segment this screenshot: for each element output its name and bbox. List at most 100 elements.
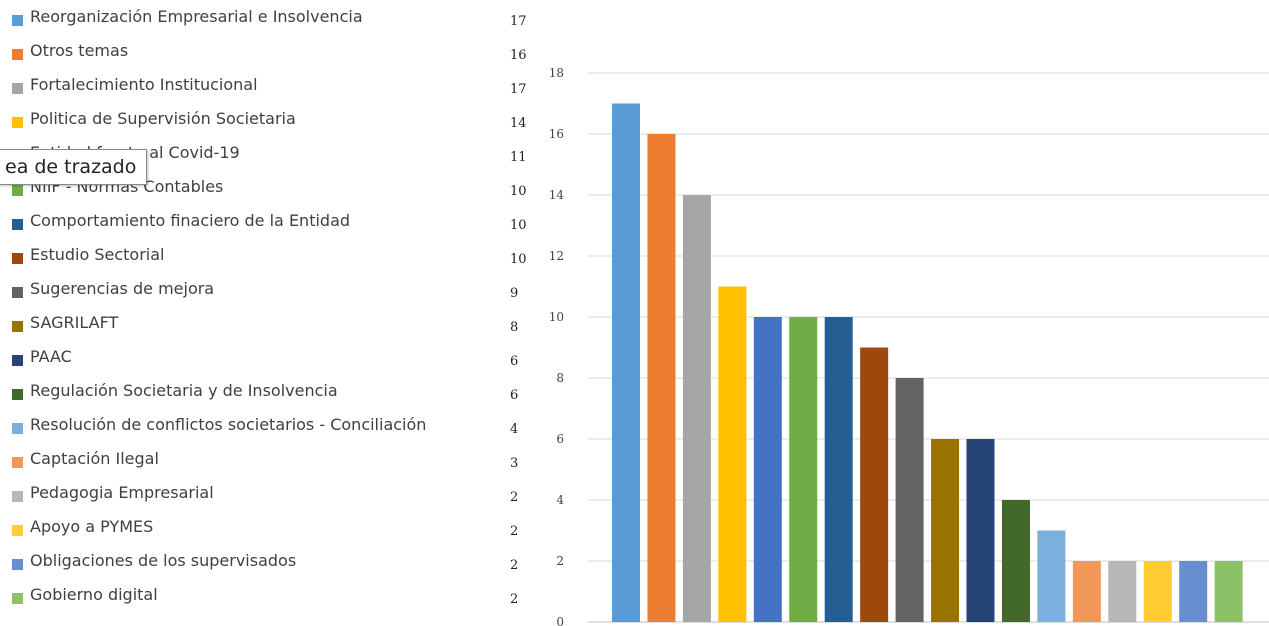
legend-label: Politica de Supervisión Societaria [30, 109, 296, 128]
bar[interactable] [612, 103, 640, 623]
legend-swatch [12, 457, 23, 468]
legend-item[interactable]: Obligaciones de los supervisados 2 [0, 549, 540, 582]
bar[interactable] [718, 286, 747, 623]
y-tick-label: 10 [549, 310, 564, 324]
y-tick-label: 4 [556, 493, 564, 507]
bar[interactable] [1108, 561, 1137, 622]
legend-item[interactable]: Otros temas 16 [0, 39, 540, 72]
legend-label: Pedagogia Empresarial [30, 483, 214, 502]
legend-label: Sugerencias de mejora [30, 279, 215, 298]
bar[interactable] [1072, 561, 1101, 622]
legend-count: 14 [510, 116, 527, 131]
bar[interactable] [647, 134, 676, 622]
bar[interactable] [824, 317, 853, 622]
legend-count: 10 [510, 252, 527, 267]
legend-label: Comportamiento finaciero de la Entidad [30, 211, 351, 230]
bar[interactable] [931, 439, 960, 622]
legend-label: Resolución de conflictos societarios - C… [30, 415, 427, 434]
legend-swatch [12, 83, 23, 94]
legend-label: Otros temas [30, 41, 129, 60]
bar[interactable] [1143, 561, 1172, 622]
legend-label: Estudio Sectorial [30, 245, 165, 264]
chart-legend: Reorganización Empresarial e Insolvencia… [0, 0, 540, 626]
legend-count: 8 [510, 320, 519, 335]
legend-label: Captación Ilegal [30, 449, 159, 468]
legend-count: 6 [510, 388, 519, 403]
legend-swatch [12, 321, 23, 332]
legend-item[interactable]: Pedagogia Empresarial 2 [0, 481, 540, 514]
legend-count: 4 [510, 422, 519, 437]
legend-label: Fortalecimiento Institucional [30, 75, 258, 94]
legend-count: 17 [510, 14, 527, 29]
y-tick-label: 12 [549, 249, 564, 263]
legend-item[interactable]: Apoyo a PYMES 2 [0, 515, 540, 548]
legend-item[interactable]: SAGRILAFT 8 [0, 311, 540, 344]
legend-swatch [12, 423, 23, 434]
legend-count: 2 [510, 490, 519, 505]
bar[interactable] [789, 317, 818, 622]
legend-swatch [12, 559, 23, 570]
bar[interactable] [1001, 500, 1030, 622]
legend-label: Obligaciones de los supervisados [30, 551, 297, 570]
bar-chart[interactable]: 0 2 4 6 8 10 12 14 16 18 [540, 0, 1269, 626]
legend-label: SAGRILAFT [30, 313, 119, 332]
legend-count: 10 [510, 184, 527, 199]
bar[interactable] [1214, 561, 1243, 622]
legend-swatch [12, 593, 23, 604]
legend-count: 17 [510, 82, 527, 97]
y-tick-label: 2 [556, 554, 564, 568]
y-tick-label: 14 [549, 188, 565, 202]
bar[interactable] [1037, 530, 1066, 623]
bar[interactable] [753, 317, 782, 622]
legend-count: 10 [510, 218, 527, 233]
legend-swatch [12, 389, 23, 400]
y-tick-label: 0 [556, 615, 564, 626]
legend-swatch [12, 117, 23, 128]
bar-series [612, 103, 1243, 623]
legend-count: 2 [510, 592, 519, 607]
legend-swatch [12, 525, 23, 536]
legend-item[interactable]: Fortalecimiento Institucional 17 [0, 73, 540, 106]
legend-label: Apoyo a PYMES [30, 517, 154, 536]
legend-swatch [12, 219, 23, 230]
bar[interactable] [966, 439, 995, 622]
legend-item[interactable]: PAAC 6 [0, 345, 540, 378]
legend-item[interactable]: Resolución de conflictos societarios - C… [0, 413, 540, 446]
legend-count: 2 [510, 524, 519, 539]
legend-item[interactable]: Estudio Sectorial 10 [0, 243, 540, 276]
legend-count: 6 [510, 354, 519, 369]
bar[interactable] [895, 378, 924, 622]
y-tick-label: 16 [549, 127, 564, 141]
legend-swatch [12, 287, 23, 298]
legend-item[interactable]: Captación Ilegal 3 [0, 447, 540, 480]
legend-item[interactable]: Regulación Societaria y de Insolvencia 6 [0, 379, 540, 412]
y-tick-label: 18 [549, 66, 564, 80]
legend-item[interactable]: Comportamiento finaciero de la Entidad 10 [0, 209, 540, 242]
legend-item[interactable]: Sugerencias de mejora 9 [0, 277, 540, 310]
bar[interactable] [1179, 561, 1208, 622]
tooltip: ea de trazado [0, 149, 148, 185]
legend-label: Reorganización Empresarial e Insolvencia [30, 7, 363, 26]
legend-count: 2 [510, 558, 519, 573]
y-tick-label: 8 [556, 371, 564, 385]
legend-count: 16 [510, 48, 527, 63]
legend-count: 11 [510, 150, 527, 165]
bar[interactable] [860, 347, 889, 623]
legend-swatch [12, 491, 23, 502]
legend-label: Regulación Societaria y de Insolvencia [30, 381, 338, 400]
legend-item[interactable]: Politica de Supervisión Societaria 14 [0, 107, 540, 140]
legend-item[interactable]: Reorganización Empresarial e Insolvencia… [0, 5, 540, 38]
y-tick-label: 6 [556, 432, 564, 446]
legend-swatch [12, 253, 23, 264]
bar[interactable] [682, 195, 711, 622]
legend-swatch [12, 49, 23, 60]
y-axis-ticks: 0 2 4 6 8 10 12 14 16 18 [549, 66, 565, 626]
legend-label: PAAC [30, 347, 72, 366]
legend-swatch [12, 355, 23, 366]
legend-swatch [12, 185, 23, 196]
legend-label: Gobierno digital [30, 585, 158, 604]
legend-swatch [12, 15, 23, 26]
legend-count: 3 [510, 456, 519, 471]
legend-count: 9 [510, 286, 519, 301]
legend-item[interactable]: Gobierno digital 2 [0, 583, 540, 616]
